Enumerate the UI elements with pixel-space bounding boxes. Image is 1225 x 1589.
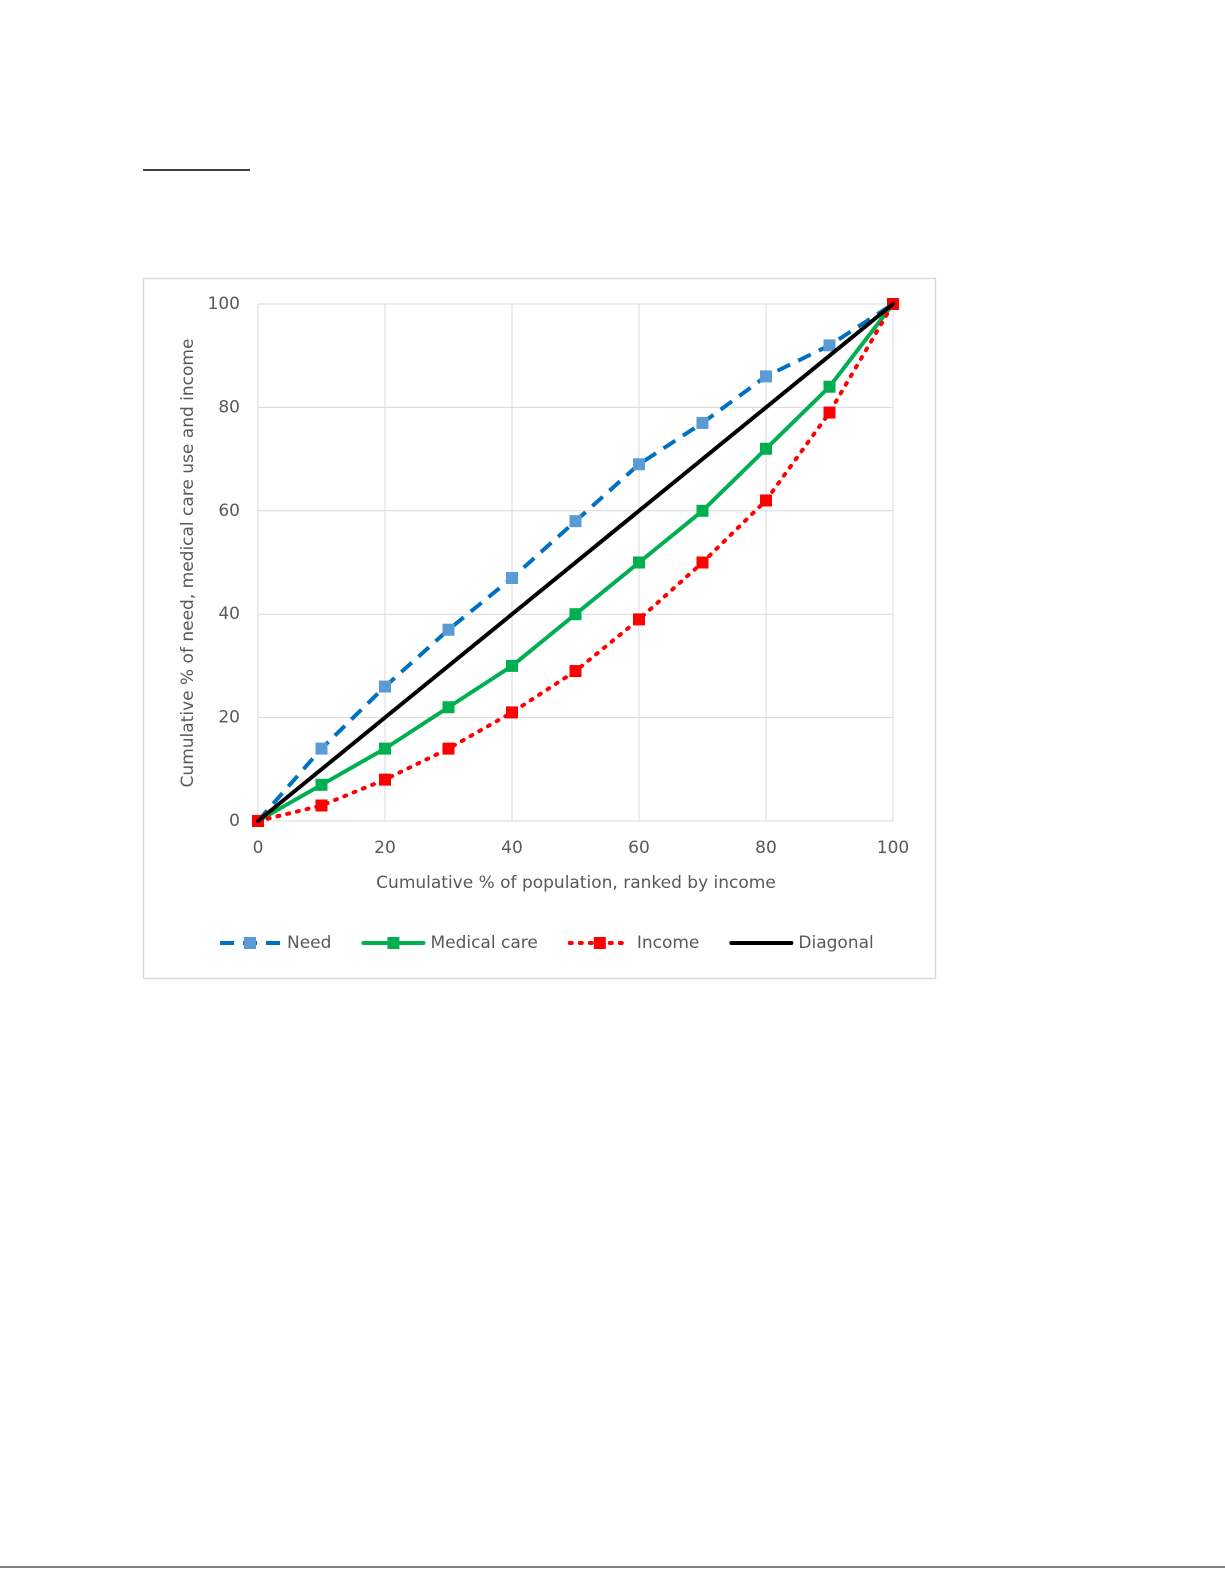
legend-marker	[387, 937, 400, 949]
marker	[696, 556, 709, 569]
marker	[569, 608, 582, 621]
legend-label: Need	[287, 933, 331, 953]
marker	[696, 504, 709, 517]
marker	[315, 799, 328, 812]
marker	[379, 773, 391, 786]
marker	[442, 701, 455, 714]
marker	[506, 572, 518, 585]
y-tick-label: 60	[218, 501, 240, 521]
marker	[315, 742, 328, 755]
y-axis-label: Cumulative % of need, medical care use a…	[178, 339, 198, 788]
marker	[506, 659, 518, 672]
y-tick-label: 20	[218, 708, 240, 728]
marker	[506, 706, 518, 719]
marker	[315, 778, 328, 791]
marker	[760, 442, 772, 455]
marker	[569, 665, 582, 678]
x-tick-label: 80	[755, 838, 777, 858]
marker	[379, 680, 391, 693]
x-tick-label: 100	[877, 838, 909, 858]
legend-label: Medical care	[430, 933, 537, 953]
legend-label: Diagonal	[798, 933, 873, 953]
marker	[569, 515, 582, 528]
legend-label: Income	[637, 933, 700, 953]
marker	[379, 742, 391, 755]
marker	[760, 370, 772, 383]
marker	[633, 458, 645, 471]
legend-marker	[244, 937, 256, 949]
chart-frame	[142, 277, 937, 980]
series-line	[256, 302, 895, 823]
marker	[633, 613, 645, 626]
x-tick-label: 40	[501, 838, 523, 858]
marker	[760, 494, 772, 507]
marker	[442, 742, 455, 755]
marker	[633, 556, 645, 569]
y-tick-label: 100	[208, 294, 240, 314]
y-tick-label: 40	[218, 604, 240, 624]
x-tick-label: 60	[628, 838, 650, 858]
x-axis-label: Cumulative % of population, ranked by in…	[376, 873, 776, 893]
marker	[823, 339, 836, 352]
x-tick-label: 0	[253, 838, 264, 858]
x-tick-label: 20	[374, 838, 396, 858]
marker	[823, 406, 836, 419]
marker	[823, 380, 836, 393]
marker	[696, 416, 709, 429]
legend-marker	[593, 937, 606, 949]
y-tick-label: 0	[229, 811, 240, 831]
y-tick-label: 80	[218, 397, 240, 417]
marker	[442, 623, 455, 636]
